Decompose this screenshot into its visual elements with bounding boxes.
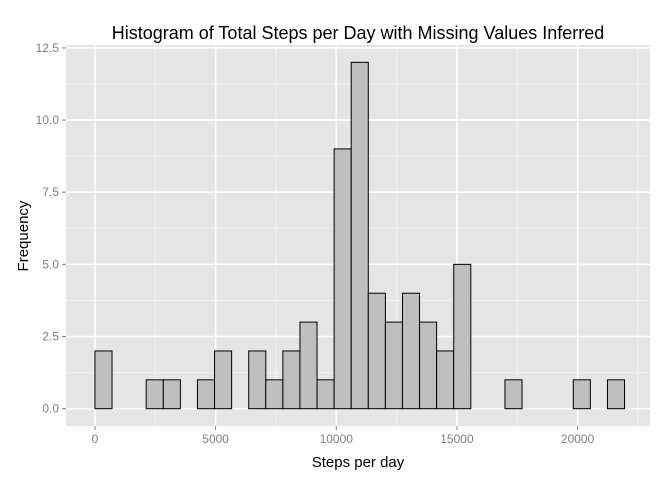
histogram-bar	[333, 148, 352, 410]
y-axis: 0.0 2.5 5.0 7.5 10.0 12.5	[36, 41, 66, 416]
x-axis: 0 5000 10000 15000 20000	[92, 426, 595, 446]
x-tick-label: 5000	[202, 432, 229, 446]
x-axis-label: Steps per day	[312, 454, 405, 471]
histogram-bar	[162, 379, 181, 410]
histogram-bar	[606, 379, 626, 410]
y-tick-label: 7.5	[42, 185, 59, 199]
x-tick-label: 10000	[320, 432, 354, 446]
y-tick-label: 2.5	[42, 330, 59, 344]
histogram-bar	[436, 350, 455, 410]
histogram-bar	[94, 350, 113, 410]
histogram-bar	[214, 350, 233, 410]
x-tick-label: 20000	[561, 432, 595, 446]
histogram-bar	[401, 292, 421, 410]
histogram-bar	[572, 379, 591, 410]
histogram-bars	[94, 61, 626, 410]
y-tick-label: 0.0	[42, 402, 59, 416]
histogram-bar	[265, 379, 284, 410]
chart-title: Histogram of Total Steps per Day with Mi…	[112, 23, 605, 43]
histogram-bar	[145, 379, 164, 410]
histogram-bar	[453, 263, 472, 410]
histogram-bar	[282, 350, 301, 410]
histogram-bar	[504, 379, 523, 410]
histogram-bar	[367, 292, 386, 410]
histogram-bar	[419, 321, 438, 410]
histogram-bar	[248, 350, 267, 410]
x-tick-label: 15000	[440, 432, 474, 446]
y-tick-label: 12.5	[36, 41, 60, 55]
y-tick-label: 5.0	[42, 257, 59, 271]
histogram-bar	[350, 61, 369, 410]
x-tick-label: 0	[92, 432, 99, 446]
histogram-bar	[384, 321, 403, 410]
y-tick-label: 10.0	[36, 113, 60, 127]
y-axis-label: Frequency	[15, 200, 32, 271]
histogram-bar	[316, 379, 335, 410]
histogram-bar	[196, 379, 216, 410]
histogram-bar	[299, 321, 318, 410]
